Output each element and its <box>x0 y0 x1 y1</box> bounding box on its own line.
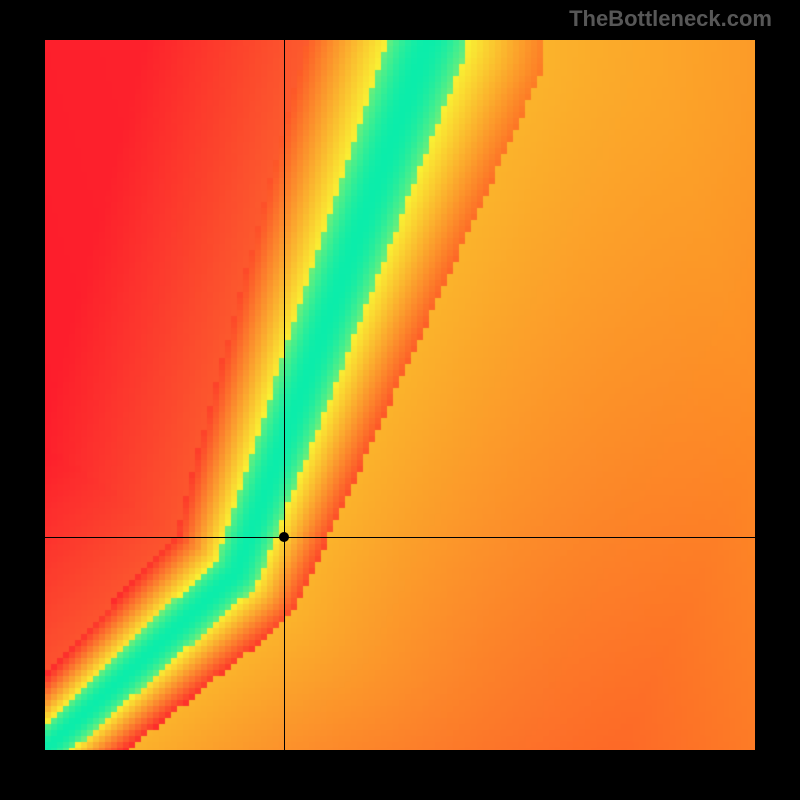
watermark-text: TheBottleneck.com <box>569 6 772 32</box>
heatmap-canvas <box>45 40 755 750</box>
crosshair-marker <box>279 532 289 542</box>
crosshair-vertical <box>284 40 285 750</box>
bottleneck-heatmap <box>45 40 755 750</box>
crosshair-horizontal <box>45 537 755 538</box>
